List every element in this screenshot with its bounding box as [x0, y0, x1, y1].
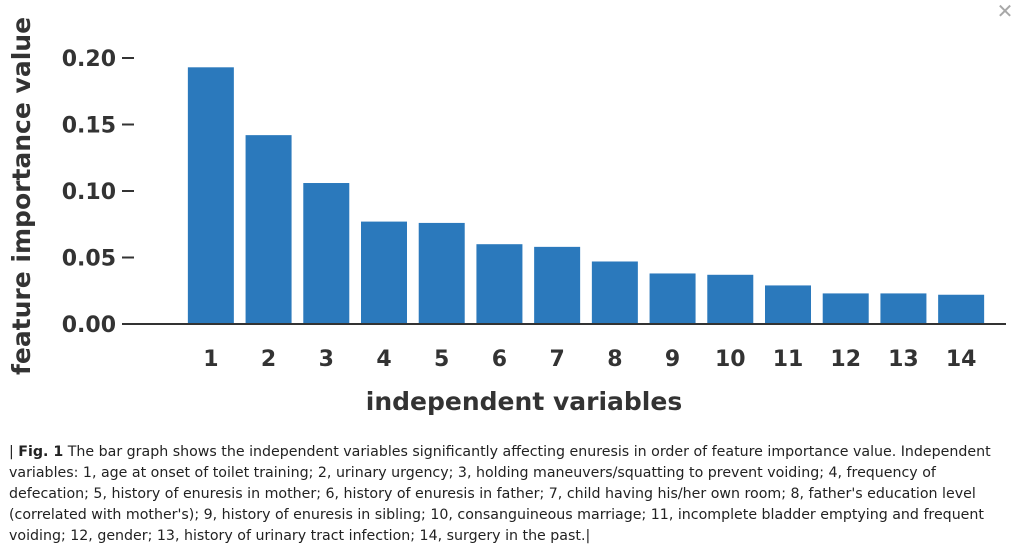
x-tick-label: 8	[607, 347, 622, 372]
x-tick-label: 10	[715, 347, 746, 372]
bar-10	[707, 274, 754, 324]
bar-8	[591, 261, 638, 324]
bar-14	[938, 294, 985, 324]
x-axis-label: independent variables	[366, 387, 682, 416]
x-tick-label: 3	[319, 347, 334, 372]
bar-5	[418, 222, 465, 324]
bar-3	[303, 183, 350, 324]
x-tick-label: 7	[549, 347, 564, 372]
bar-9	[649, 273, 696, 324]
y-axis-label: feature importance value	[7, 17, 36, 375]
x-tick-label: 13	[888, 347, 919, 372]
x-tick-label: 12	[830, 347, 861, 372]
bar-2	[245, 135, 292, 324]
x-tick-label: 9	[665, 347, 680, 372]
bar-12	[822, 293, 869, 324]
x-tick-label: 11	[773, 347, 804, 372]
x-tick-label: 1	[203, 347, 218, 372]
figure-label: Fig. 1	[18, 444, 64, 460]
y-tick-label: 0.15	[62, 114, 116, 139]
bar-13	[880, 293, 927, 324]
bar-7	[534, 246, 581, 324]
x-tick-label: 4	[376, 347, 391, 372]
bar-1	[187, 67, 234, 324]
y-tick-label: 0.00	[62, 313, 116, 338]
bar-6	[476, 244, 523, 324]
y-tick-label: 0.20	[62, 47, 116, 72]
y-tick-label: 0.05	[62, 247, 116, 272]
caption-prefix: |	[9, 444, 19, 460]
bar-11	[765, 285, 811, 324]
figure-caption: | Fig. 1 The bar graph shows the indepen…	[9, 442, 1015, 547]
x-tick-label: 5	[434, 347, 449, 372]
close-icon[interactable]: ✕	[996, 0, 1014, 23]
bar-4	[361, 221, 407, 324]
x-tick-label: 2	[261, 347, 276, 372]
y-tick-label: 0.10	[62, 180, 116, 205]
bar-chart: 0.000.050.100.150.20 1 2 3 4 5 6 7 8 9 10 11 12 13 14…	[7, 17, 1006, 416]
caption-text: The bar graph shows the independent vari…	[9, 444, 991, 544]
x-tick-label: 6	[492, 347, 507, 372]
x-tick-label: 14	[946, 347, 977, 372]
